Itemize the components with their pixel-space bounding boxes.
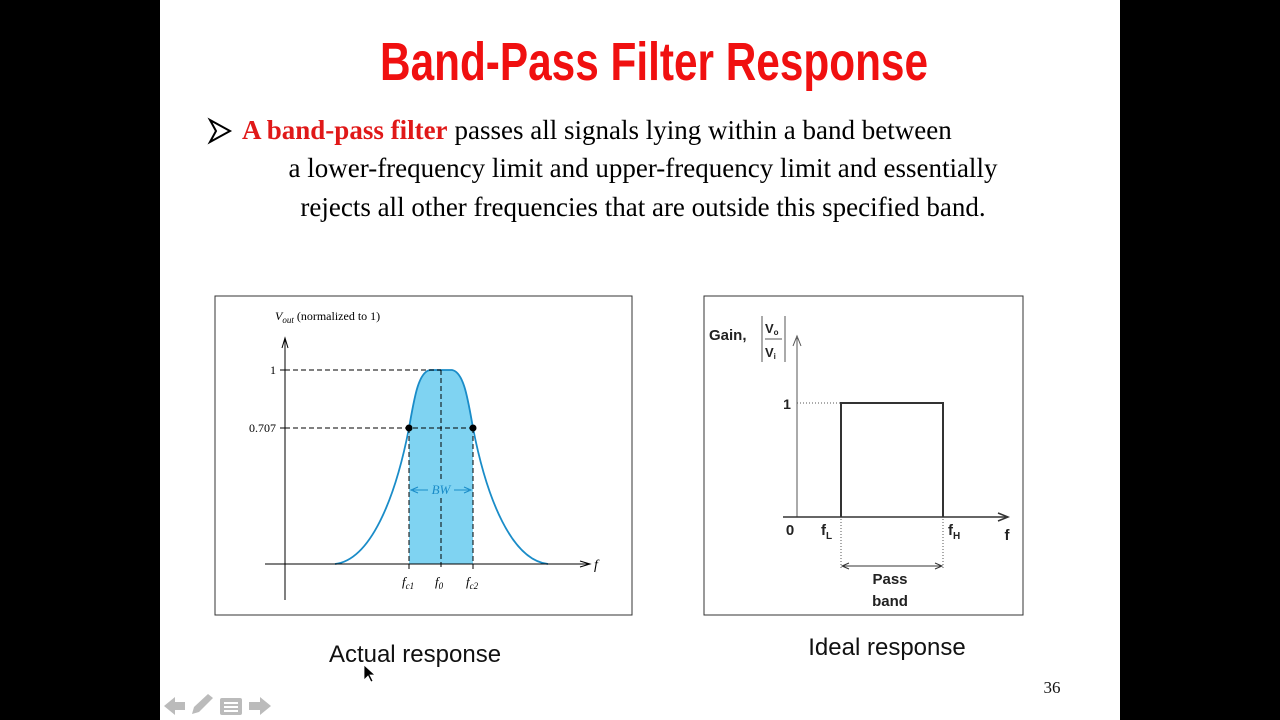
bw-label-bg — [428, 482, 454, 498]
x-axis-arrow — [579, 560, 592, 568]
subscript: c2 — [470, 581, 479, 591]
symbol: f — [466, 574, 472, 589]
bw-label: BW — [432, 482, 452, 497]
symbol: f — [821, 522, 827, 539]
bullet-text: passes all signals lying within a band b… — [455, 115, 953, 145]
band-label: band — [872, 593, 908, 610]
mouse-cursor — [363, 664, 377, 683]
y-level-label: 0.707 — [249, 421, 276, 435]
y-level-label: 1 — [783, 396, 791, 412]
x-label: fH — [948, 522, 960, 542]
figure-frame — [703, 295, 1024, 616]
x-axis-label: f — [1005, 527, 1011, 544]
menu-line — [224, 706, 238, 708]
band-label: Pass — [872, 571, 907, 588]
symbol: f — [435, 574, 441, 589]
symbol: f — [948, 522, 954, 539]
y-axis-label: Vout (normalized to 1) — [275, 309, 380, 325]
subscript: i — [774, 352, 776, 361]
bullet-text: a lower-frequency limit and upper-freque… — [289, 153, 998, 183]
x-label: fc1 — [402, 574, 414, 591]
bw-arrow-heads — [409, 486, 473, 494]
cutoff-point — [405, 424, 413, 432]
symbol: V — [275, 309, 284, 323]
gain-label: Gain, — [709, 327, 747, 344]
ideal-response — [840, 402, 944, 517]
x-axis-label: f — [594, 558, 600, 573]
bullet-arrow — [207, 117, 233, 145]
bullet-text: rejects all other frequencies that are o… — [300, 192, 985, 222]
subscript: o — [774, 328, 779, 337]
actual-figure: BW Vout (normalized to 1) 1 0.707 fc1 f0 … — [214, 295, 633, 616]
y-axis-arrow — [281, 336, 289, 349]
nav-menu[interactable] — [220, 698, 242, 715]
menu-line — [224, 710, 238, 712]
origin-label: 0 — [786, 522, 794, 539]
menu-line — [224, 702, 238, 704]
x-label: fL — [821, 522, 832, 542]
subscript: H — [953, 531, 960, 542]
figure-caption: Actual response — [329, 641, 501, 668]
symbol: f — [402, 574, 408, 589]
subscript: L — [826, 531, 832, 542]
label-text: (normalized to 1) — [297, 309, 380, 323]
numerator: Vo — [765, 321, 779, 337]
page-number: 36 — [1044, 678, 1061, 697]
nav-previous[interactable] — [164, 697, 185, 715]
slide-title: Band-Pass Filter Response — [380, 32, 928, 92]
denominator: Vi — [765, 345, 776, 361]
symbol: V — [765, 345, 774, 360]
x-axis-arrow — [997, 512, 1011, 522]
slideshow-nav — [164, 694, 271, 715]
nav-pen[interactable] — [192, 694, 213, 714]
ideal-figure: Gain, Vo Vi 1 0 fL fH f Pass band — [703, 295, 1024, 616]
band-arrow-heads — [840, 562, 944, 570]
x-label: fc2 — [466, 574, 479, 591]
symbol: V — [765, 321, 774, 336]
y-level-label: 1 — [270, 363, 276, 377]
subscript: c1 — [406, 581, 415, 591]
subscript: 0 — [439, 581, 444, 591]
cutoff-point — [469, 424, 477, 432]
subscript: out — [282, 315, 294, 325]
bullet-highlight: A band-pass filter — [242, 115, 448, 145]
bullet-line: A band-pass filter passes all signals lyi… — [242, 115, 952, 145]
nav-next[interactable] — [249, 697, 271, 715]
y-axis-arrow — [792, 334, 802, 347]
x-label: f0 — [435, 574, 444, 591]
figure-caption: Ideal response — [808, 634, 965, 661]
